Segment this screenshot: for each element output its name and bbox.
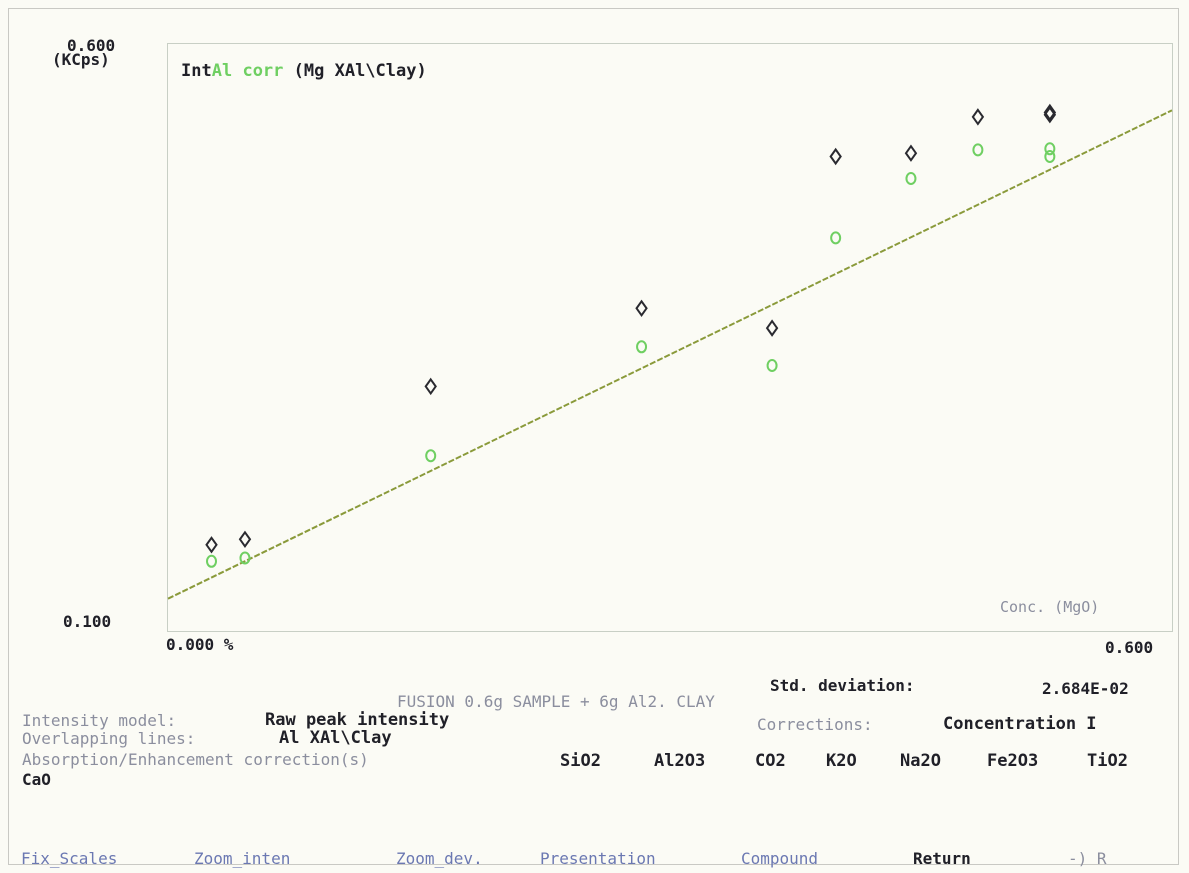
data-point-circle xyxy=(239,551,251,565)
data-point-diamond xyxy=(971,108,985,126)
data-point-diamond xyxy=(1043,103,1057,122)
data-point-circle xyxy=(425,449,437,463)
data-point-diamond xyxy=(205,536,218,554)
menu-arrow: -) R xyxy=(1068,849,1107,868)
compound-na2o: Na2O xyxy=(900,751,941,771)
std-deviation-value: 2.684E-02 xyxy=(1042,679,1129,698)
compound-al2o3: Al2O3 xyxy=(654,751,706,771)
x-axis-name: Conc. (MgO) xyxy=(1000,598,1100,616)
data-point-diamond xyxy=(765,319,779,337)
compound-sio2: SiO2 xyxy=(560,751,601,771)
chart-title-suffix: (Mg XAl\Clay) xyxy=(293,61,427,81)
data-point-diamond xyxy=(829,147,842,166)
data-point-diamond xyxy=(424,377,437,396)
compound-tio2: TiO2 xyxy=(1087,751,1128,771)
absorption-label: Absorption/Enhancement correction(s) xyxy=(22,750,369,769)
corrections-value: Concentration I xyxy=(943,714,1097,734)
chart-title-corr: corr xyxy=(242,61,284,81)
plot-area xyxy=(167,43,1173,632)
std-deviation-label: Std. deviation: xyxy=(770,676,915,695)
data-point-circle xyxy=(830,231,842,245)
y-axis-bottom-value: 0.100 xyxy=(63,612,112,631)
x-axis-left-value: 0.000 % xyxy=(166,635,234,654)
menu-compound[interactable]: Compound xyxy=(741,849,819,868)
menu-presentation[interactable]: Presentation xyxy=(540,849,656,868)
data-point-circle xyxy=(905,172,917,185)
data-point-circle xyxy=(1044,150,1056,163)
data-point-circle xyxy=(766,359,778,372)
data-point-circle xyxy=(206,554,218,568)
sample-title: FUSION 0.6g SAMPLE + 6g Al2. CLAY xyxy=(397,692,715,711)
compound-k2o: K2O xyxy=(826,751,857,771)
data-point-diamond xyxy=(1043,105,1057,124)
menu-fix-scales[interactable]: Fix_Scales xyxy=(21,849,118,868)
corrections-label: Corrections: xyxy=(757,715,873,734)
screen-frame xyxy=(8,8,1179,865)
y-axis-top-value: 0.600 xyxy=(67,36,116,55)
overlapping-lines-value: Al XAl\Clay xyxy=(279,728,392,748)
menu-zoom-inten[interactable]: Zoom_inten xyxy=(194,849,291,868)
compound-cao: CaO xyxy=(22,770,51,789)
data-point-diamond xyxy=(238,530,252,549)
overlapping-lines-label: Overlapping lines: xyxy=(22,729,196,748)
data-point-circle xyxy=(636,340,648,354)
chart-title-element: Al xyxy=(211,61,233,81)
fit-line xyxy=(167,109,1173,600)
intensity-model-label: Intensity model: xyxy=(22,711,177,730)
compound-fe2o3: Fe2O3 xyxy=(987,751,1039,771)
data-point-diamond xyxy=(635,299,648,318)
data-point-diamond xyxy=(904,144,918,162)
data-point-circle xyxy=(972,143,984,157)
data-point-circle xyxy=(1044,142,1056,156)
x-axis-right-value: 0.600 xyxy=(1105,638,1154,657)
compound-co2: CO2 xyxy=(755,751,786,771)
y-axis-unit: (KCps) xyxy=(52,50,110,69)
chart-title: IntAl corr (Mg XAl\Clay) xyxy=(181,63,427,80)
menu-return[interactable]: Return xyxy=(913,849,971,868)
intensity-model-value: Raw peak intensity xyxy=(265,710,450,730)
menu-return-key[interactable]: -) R xyxy=(1068,851,1107,867)
chart-title-prefix: Int xyxy=(181,61,212,81)
menu-zoom-dev[interactable]: Zoom_dev. xyxy=(396,849,483,868)
